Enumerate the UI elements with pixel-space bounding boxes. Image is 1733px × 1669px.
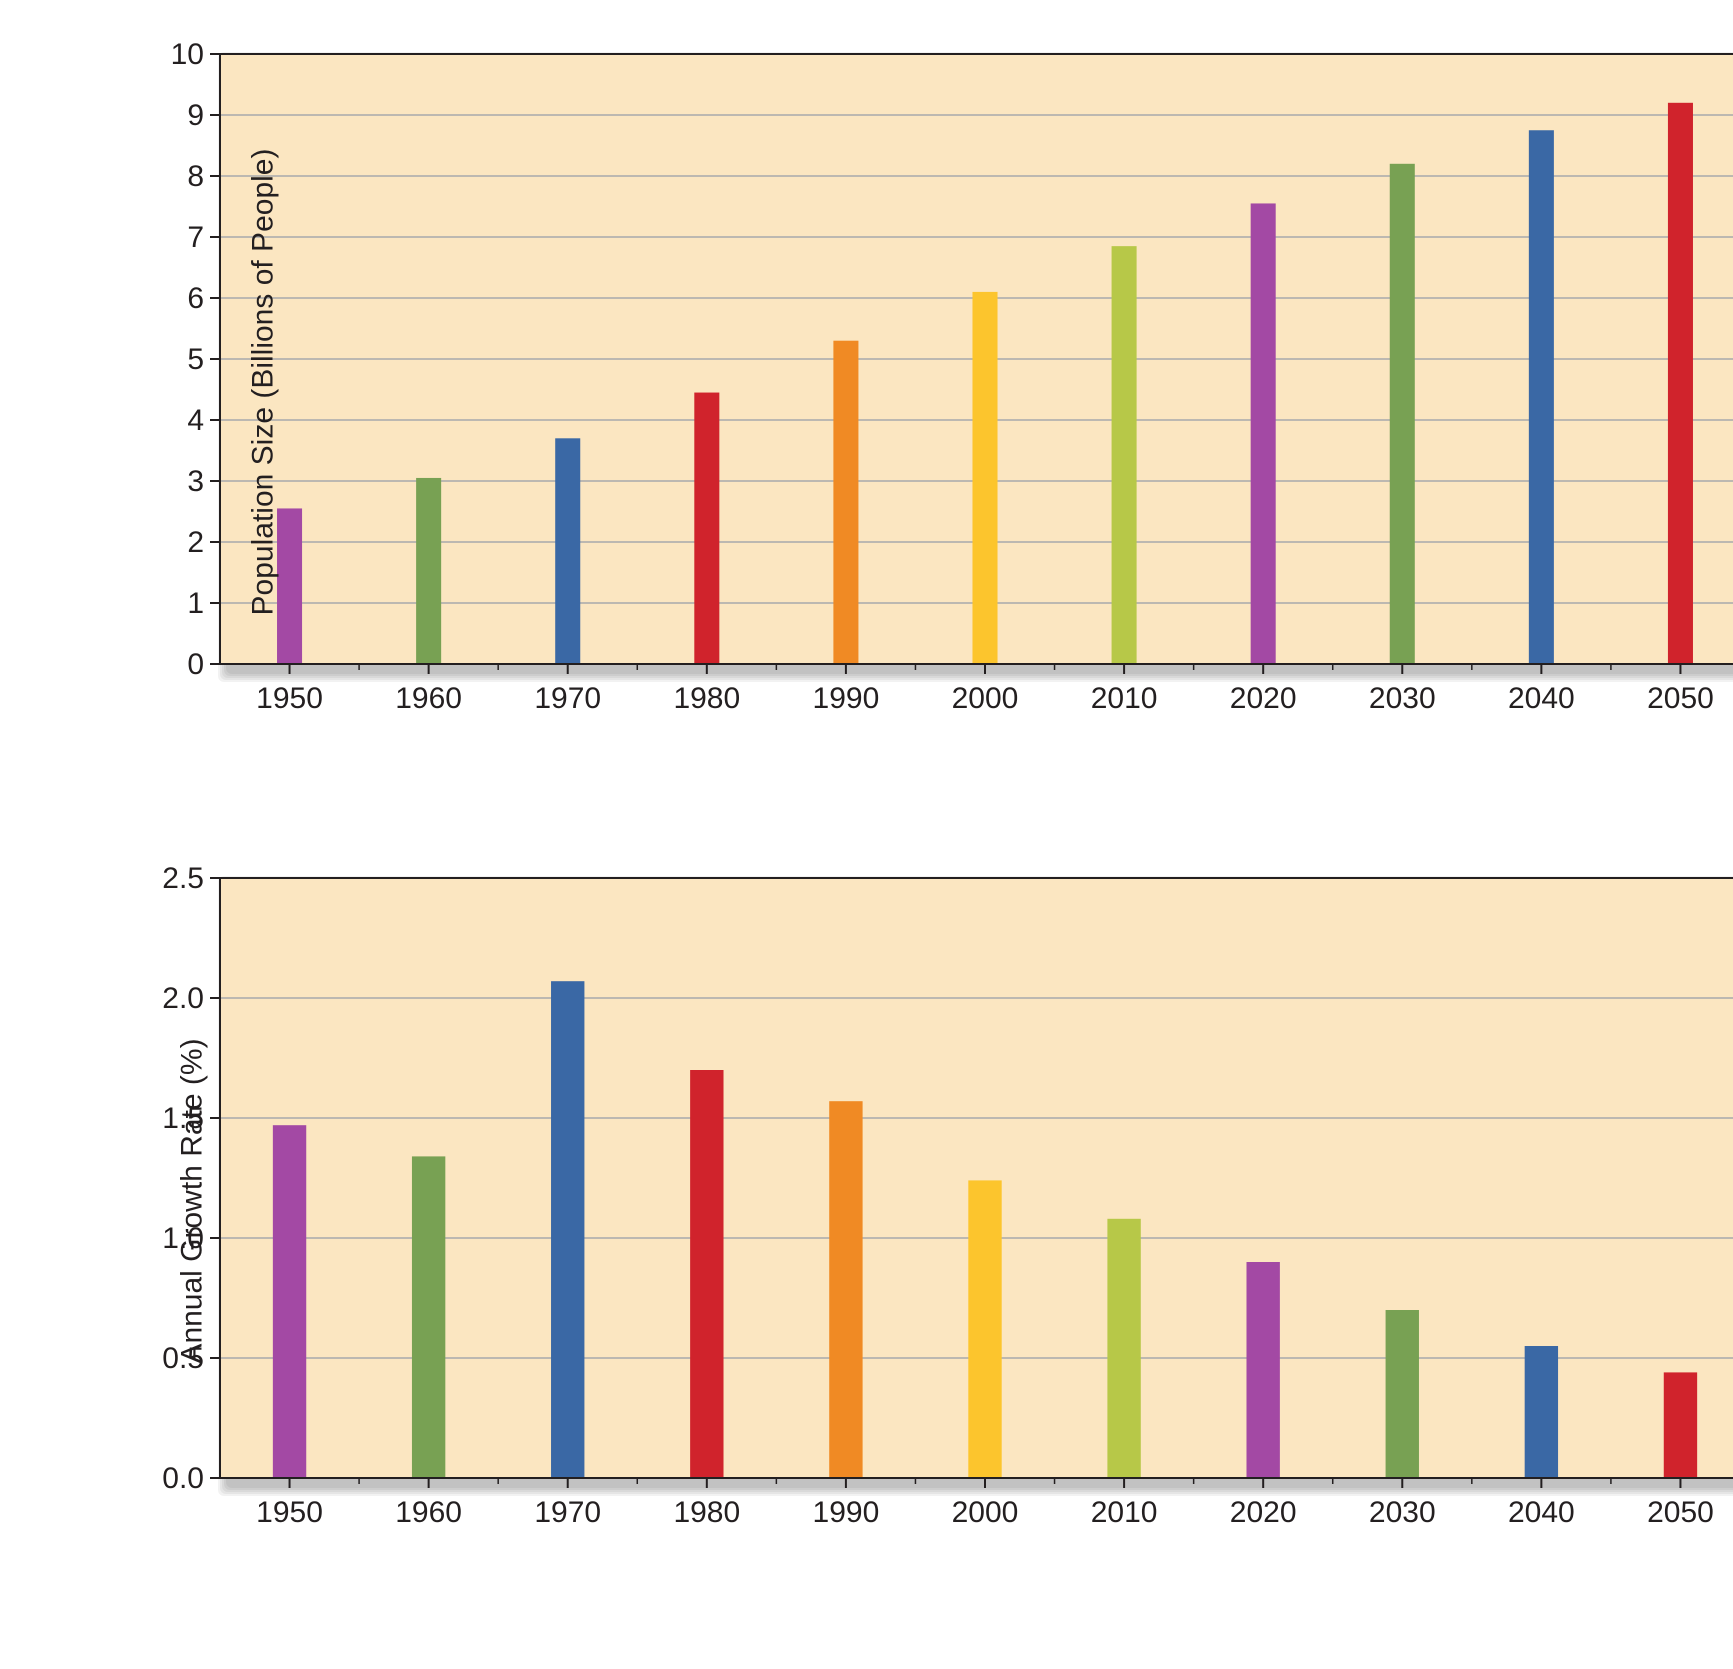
bar bbox=[833, 341, 858, 664]
x-tick-label: 2050 bbox=[1647, 682, 1714, 715]
x-tick-label: 1970 bbox=[534, 682, 601, 715]
x-tick-label: 2020 bbox=[1230, 682, 1297, 715]
charts-page: Population Size (Billions of People) 0 1 2… bbox=[0, 0, 1733, 1608]
growth-chart: Annual Growth Rate (%) 0.00.51.01.52.02.… bbox=[40, 854, 1693, 1548]
bar bbox=[273, 1125, 306, 1478]
y-tick-label: 7 bbox=[187, 221, 204, 254]
bar bbox=[555, 438, 580, 664]
y-tick-label: 5 bbox=[187, 343, 204, 376]
y-tick-label: 2.5 bbox=[162, 862, 204, 895]
growth-ylabel: Annual Growth Rate (%) bbox=[176, 1038, 210, 1363]
bar bbox=[1386, 1310, 1419, 1478]
x-tick-label: 1950 bbox=[256, 682, 323, 715]
bar bbox=[694, 393, 719, 664]
x-tick-label: 1980 bbox=[673, 682, 740, 715]
bar bbox=[690, 1070, 723, 1478]
population-chart-area: 0 1 2 3 4 5 6 7 8 9 10 1950 1960 1970 1980 1990 2000 2010… bbox=[160, 30, 1693, 734]
x-tick-label: 1950 bbox=[256, 1496, 323, 1529]
bar bbox=[416, 478, 441, 664]
y-tick-label: 9 bbox=[187, 99, 204, 132]
population-svg: 0 1 2 3 4 5 6 7 8 9 10 1950 1960 1970 1980 1990 2000 2010… bbox=[160, 30, 1733, 734]
x-tick-label: 1960 bbox=[395, 1496, 462, 1529]
bar bbox=[968, 1180, 1001, 1478]
bar bbox=[277, 508, 302, 664]
x-tick-label: 2030 bbox=[1369, 682, 1436, 715]
growth-chart-area: 0.00.51.01.52.02.51950196019701980199020… bbox=[160, 854, 1693, 1548]
y-tick-label: 4 bbox=[187, 404, 204, 437]
y-tick-label: 1 bbox=[187, 587, 204, 620]
y-tick-label: 2 bbox=[187, 526, 204, 559]
bar bbox=[829, 1101, 862, 1478]
x-tick-label: 2040 bbox=[1508, 1496, 1575, 1529]
bar bbox=[1246, 1262, 1279, 1478]
bar bbox=[1529, 130, 1554, 664]
x-tick-label: 1990 bbox=[813, 682, 880, 715]
growth-svg: 0.00.51.01.52.02.51950196019701980199020… bbox=[160, 854, 1733, 1548]
bar bbox=[1251, 203, 1276, 664]
y-tick-label: 10 bbox=[171, 38, 204, 71]
x-tick-label: 2020 bbox=[1230, 1496, 1297, 1529]
population-chart: Population Size (Billions of People) 0 1 2… bbox=[40, 30, 1693, 734]
y-tick-label: 6 bbox=[187, 282, 204, 315]
bar bbox=[1668, 103, 1693, 664]
x-tick-label: 2040 bbox=[1508, 682, 1575, 715]
x-tick-label: 2010 bbox=[1091, 1496, 1158, 1529]
x-tick-label: 2000 bbox=[952, 682, 1019, 715]
x-tick-label: 2010 bbox=[1091, 682, 1158, 715]
x-tick-label: 2050 bbox=[1647, 1496, 1714, 1529]
bar bbox=[551, 981, 584, 1478]
bar bbox=[972, 292, 997, 664]
bar bbox=[1525, 1346, 1558, 1478]
x-tick-label: 1980 bbox=[673, 1496, 740, 1529]
y-tick-label: 3 bbox=[187, 465, 204, 498]
y-tick-label: 0 bbox=[187, 648, 204, 681]
bar bbox=[1112, 246, 1137, 664]
bar bbox=[1664, 1372, 1697, 1478]
y-tick-label: 2.0 bbox=[162, 982, 204, 1015]
x-tick-label: 1960 bbox=[395, 682, 462, 715]
bar bbox=[1390, 164, 1415, 664]
x-tick-label: 1970 bbox=[534, 1496, 601, 1529]
x-tick-label: 1990 bbox=[813, 1496, 880, 1529]
x-tick-label: 2030 bbox=[1369, 1496, 1436, 1529]
y-tick-label: 0.0 bbox=[162, 1462, 204, 1495]
population-ylabel: Population Size (Billions of People) bbox=[246, 149, 280, 616]
bar bbox=[1107, 1219, 1140, 1478]
x-tick-label: 2000 bbox=[952, 1496, 1019, 1529]
bar bbox=[412, 1156, 445, 1478]
y-tick-label: 8 bbox=[187, 160, 204, 193]
